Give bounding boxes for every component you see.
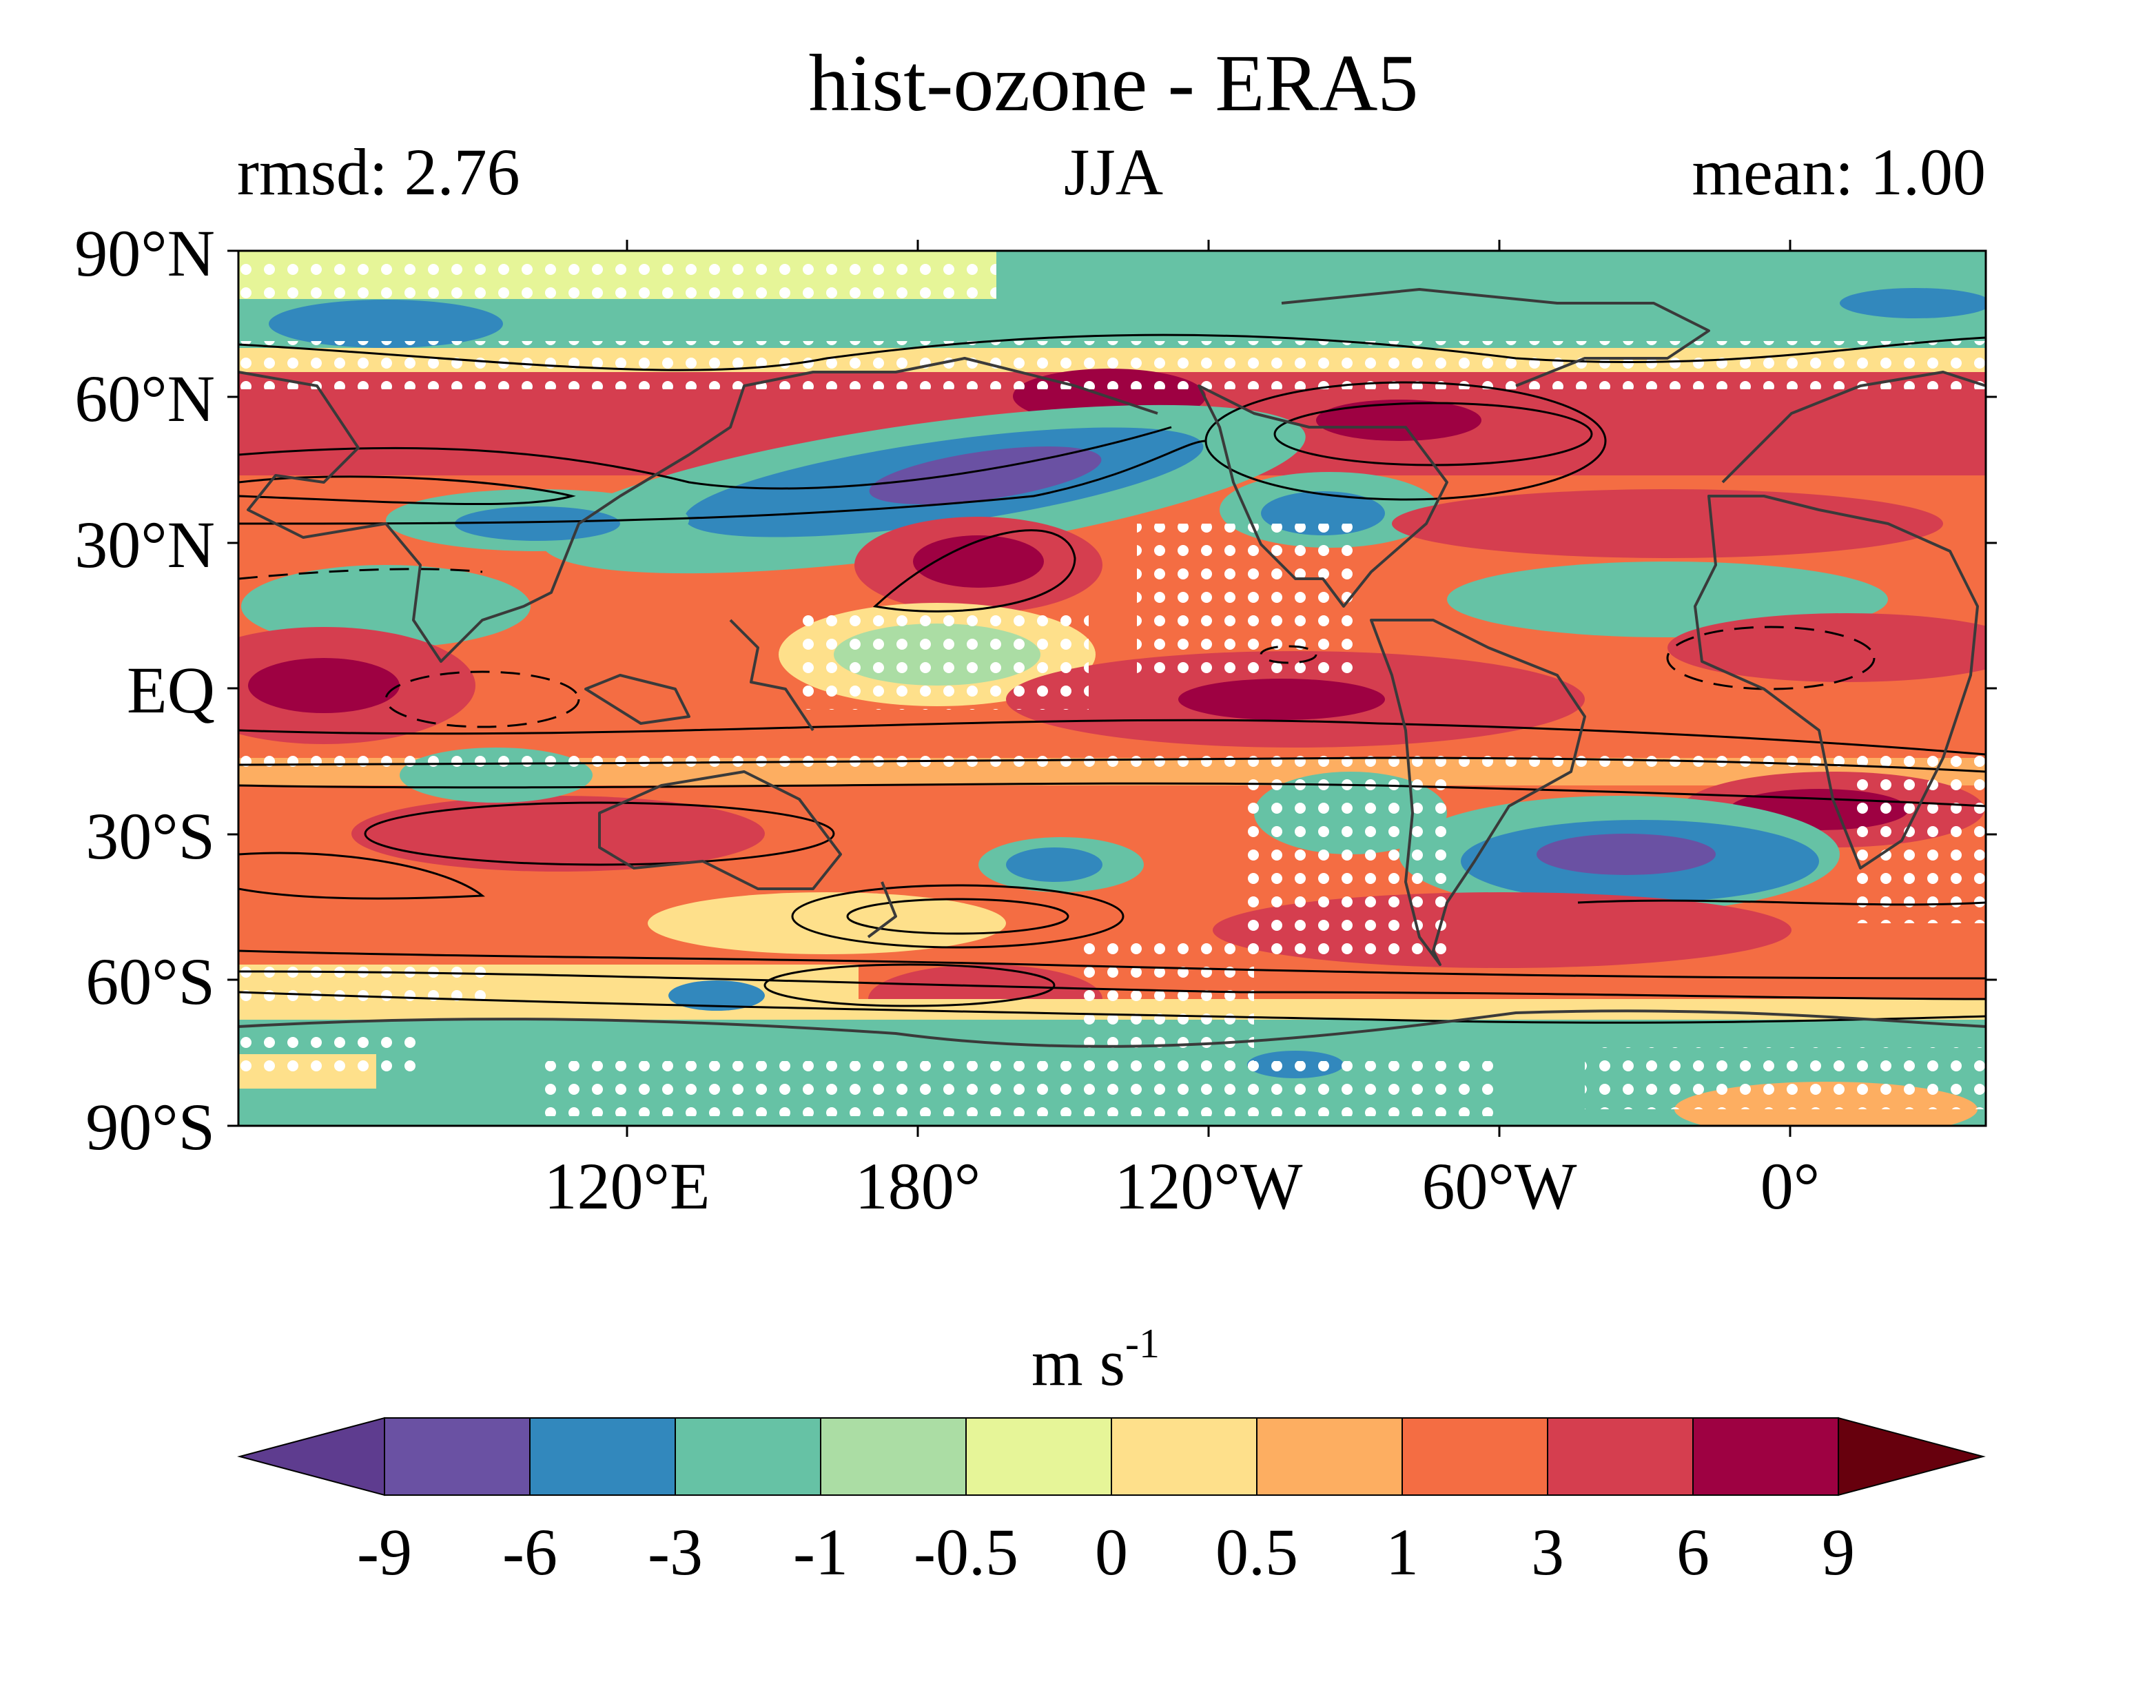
y-tick-label: 90°N (74, 216, 215, 290)
colorbar-tick-label: 9 (1822, 1515, 1855, 1589)
colorbar-segment (820, 1417, 967, 1496)
x-tick-label: 60°W (1422, 1149, 1577, 1223)
map-panel (238, 251, 1986, 1126)
y-tick-label: 90°S (85, 1090, 215, 1164)
mean-label: mean: 1.00 (1692, 135, 1986, 209)
colorbar-tick-label: 3 (1531, 1515, 1564, 1589)
climatology-contours (238, 333, 1986, 1024)
y-tick-label: 30°S (85, 799, 215, 873)
y-tick-label: 60°S (85, 945, 215, 1018)
colorbar-segment (1692, 1417, 1839, 1496)
chart-title: hist-ozone - ERA5 (809, 38, 1419, 128)
colorbar-segment (1256, 1417, 1403, 1496)
x-tick-label: 120°W (1115, 1149, 1303, 1223)
x-tick-label: 120°E (544, 1149, 710, 1223)
colorbar-extend-low (237, 1417, 385, 1496)
colorbar-tick-label: 0.5 (1215, 1515, 1298, 1589)
colorbar-labels: -9 -6 -3 -1 -0.5 0 0.5 1 3 6 9 (357, 1515, 1855, 1589)
colorbar-segment (675, 1417, 821, 1496)
colorbar (237, 1417, 1986, 1496)
y-tick-label: 30°N (74, 508, 215, 582)
significance-stippling (238, 251, 1986, 1116)
colorbar-segment (1547, 1417, 1694, 1496)
colorbar-tick-label: -1 (793, 1515, 848, 1589)
colorbar-tick-label: -0.5 (914, 1515, 1018, 1589)
x-tick-label: 0° (1760, 1149, 1820, 1223)
colorbar-unit-label: m s-1 (1031, 1321, 1160, 1399)
season-label: JJA (1064, 135, 1163, 209)
colorbar-extend-high (1838, 1417, 1986, 1496)
x-tick-label: 180° (855, 1149, 981, 1223)
x-axis (626, 240, 1791, 1137)
colorbar-tick-label: 6 (1676, 1515, 1710, 1589)
unit-base: m s (1031, 1326, 1125, 1399)
coastlines (238, 288, 1986, 1048)
colorbar-tick-label: -6 (502, 1515, 557, 1589)
y-tick-label: EQ (127, 653, 215, 727)
y-tick-label: 60°N (74, 362, 215, 435)
colorbar-segment (384, 1417, 531, 1496)
colorbar-segment (529, 1417, 676, 1496)
rmsd-label: rmsd: 2.76 (237, 135, 520, 209)
colorbar-tick-label: 0 (1095, 1515, 1128, 1589)
negative-contours (238, 568, 1876, 728)
colorbar-tick-label: -9 (357, 1515, 412, 1589)
y-axis (227, 249, 1997, 1127)
unit-superscript: -1 (1125, 1321, 1160, 1366)
colorbar-segment (1111, 1417, 1257, 1496)
colorbar-tick-label: -3 (648, 1515, 703, 1589)
colorbar-segment (965, 1417, 1112, 1496)
colorbar-tick-label: 1 (1386, 1515, 1419, 1589)
colorbar-segment (1402, 1417, 1548, 1496)
